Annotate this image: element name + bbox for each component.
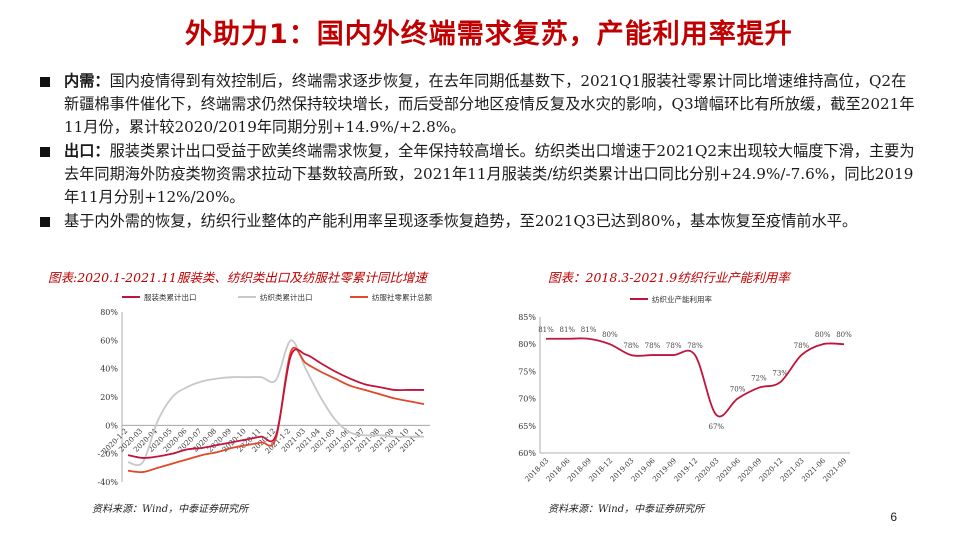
legend-label: 纺织业产能利用率	[652, 294, 712, 304]
series-line-3	[127, 346, 425, 474]
chart2-source: 资料来源：Wind，中泰证券研究所	[548, 504, 705, 515]
data-label: 73%	[772, 369, 788, 377]
series-line-1	[546, 337, 845, 418]
chart1-source: 资料来源：Wind，中泰证券研究所	[92, 504, 249, 515]
data-label: 80%	[836, 331, 852, 339]
data-label: 80%	[815, 331, 831, 339]
y-tick-label: 75%	[518, 367, 536, 376]
y-tick-label: 20%	[100, 393, 118, 402]
series-line-2	[127, 339, 424, 467]
bullet-list: 内需：国内疫情得到有效控制后，终端需求逐步恢复，在去年同期低基数下，2021Q1…	[38, 70, 918, 234]
square-bullet-icon	[40, 77, 50, 87]
capacity-utilization-chart: 纺织业产能利用率60%65%70%75%80%85%2018-032018-06…	[518, 294, 852, 484]
data-label: 81%	[581, 326, 597, 334]
square-bullet-icon	[40, 217, 50, 227]
bullet-label: 出口：	[64, 142, 110, 160]
bullet-export: 出口：服装类累计出口受益于欧美终端需求恢复，全年保持较高增长。纺织类出口增速于2…	[38, 140, 918, 209]
x-tick-label: 2021-09	[821, 456, 849, 484]
y-tick-label: 80%	[518, 340, 536, 349]
data-label: 81%	[560, 326, 576, 334]
legend-label: 服装类累计出口	[144, 292, 197, 302]
y-tick-label: 60%	[100, 336, 118, 345]
series-line-1	[127, 348, 424, 459]
bullet-label: 内需：	[64, 72, 110, 90]
page-number: 6	[890, 510, 897, 524]
y-tick-label: -40%	[98, 478, 119, 487]
bullet-text: 服装类累计出口受益于欧美终端需求恢复，全年保持较高增长。纺织类出口增速于2021…	[64, 142, 915, 206]
chart1-caption: 图表:2020.1-2021.11服装类、纺织类出口及纺服社零累计同比增速	[48, 270, 427, 285]
y-tick-label: 85%	[518, 313, 536, 322]
data-label: 81%	[538, 326, 554, 334]
square-bullet-icon	[40, 147, 50, 157]
y-tick-label: 0%	[105, 421, 118, 430]
bullet-text: 基于内外需的恢复，纺织行业整体的产能利用率呈现逐季恢复趋势，至2021Q3已达到…	[64, 212, 858, 230]
data-label: 78%	[666, 342, 682, 350]
chart2-caption: 图表：2018.3-2021.9纺织行业产能利用率	[548, 270, 790, 285]
export-retail-growth-chart: 服装类累计出口 纺织类累计出口 纺服社零累计总额 -40% -20% 0% 20% 40% 60…	[98, 292, 433, 487]
legend-label: 纺服社零累计总额	[372, 292, 432, 302]
data-label: 78%	[623, 342, 639, 350]
y-tick-label: -20%	[98, 450, 119, 459]
data-label: 78%	[645, 342, 661, 350]
bullet-capacity: 基于内外需的恢复，纺织行业整体的产能利用率呈现逐季恢复趋势，至2021Q3已达到…	[38, 210, 918, 233]
y-tick-label: 65%	[518, 422, 536, 431]
data-label: 78%	[687, 342, 703, 350]
y-tick-label: 80%	[100, 308, 118, 317]
y-tick-label: 70%	[518, 395, 536, 404]
data-label: 80%	[602, 331, 618, 339]
data-label: 72%	[751, 375, 767, 383]
data-label: 67%	[709, 423, 725, 431]
y-tick-label: 60%	[518, 449, 536, 458]
page-title: 外助力1：国内外终端需求复苏，产能利用率提升	[185, 19, 793, 50]
legend-label: 纺织类累计出口	[260, 292, 313, 302]
data-label: 78%	[794, 342, 810, 350]
bullet-text: 国内疫情得到有效控制后，终端需求逐步恢复，在去年同期低基数下，2021Q1服装社…	[64, 72, 915, 136]
y-tick-label: 40%	[100, 365, 118, 374]
bullet-domestic-demand: 内需：国内疫情得到有效控制后，终端需求逐步恢复，在去年同期低基数下，2021Q1…	[38, 70, 918, 139]
data-label: 70%	[730, 386, 746, 394]
